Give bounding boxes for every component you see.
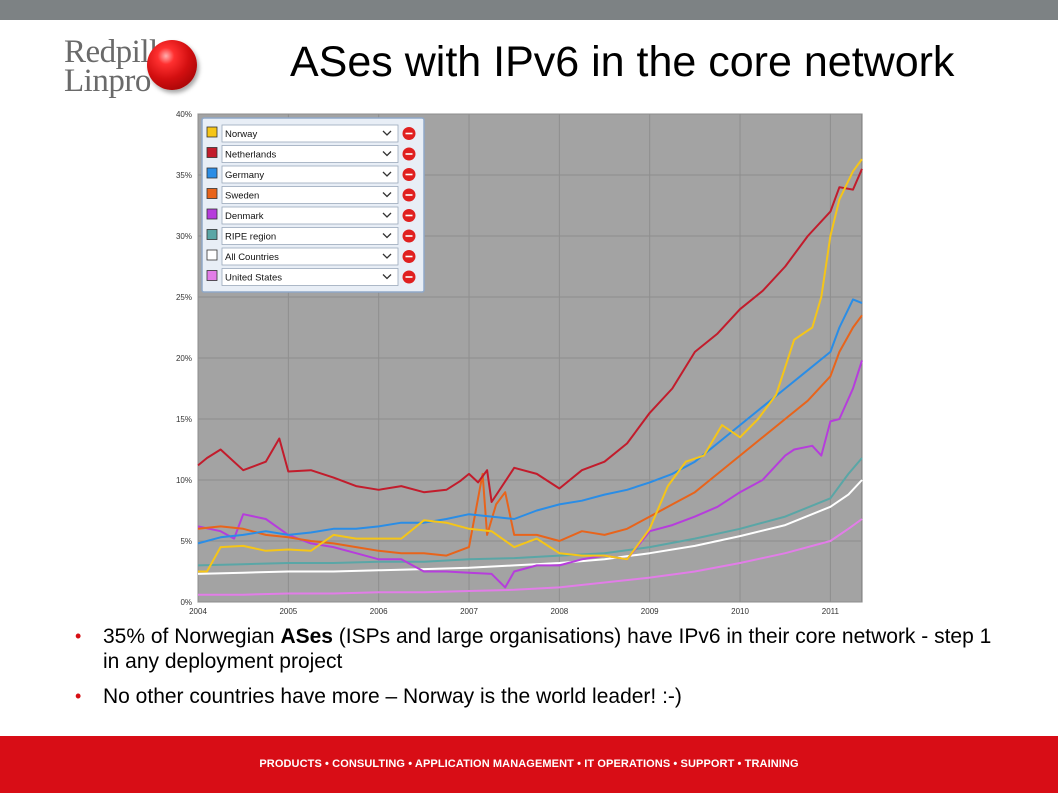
legend-swatch — [206, 167, 218, 179]
series-line-ripe-region — [197, 457, 863, 567]
legend-dropdown — [221, 145, 399, 163]
legend-swatch — [206, 208, 218, 220]
series-line-all-countries — [197, 479, 863, 575]
x-tick-label: 2009 — [641, 607, 659, 616]
logo: Redpill Linpro — [64, 34, 214, 102]
chevron-down-icon — [382, 151, 392, 157]
chevron-down-icon — [382, 253, 392, 259]
bullet-item-2: • No other countries have more – Norway … — [75, 684, 1005, 709]
logo-text-line1: Redpill — [64, 34, 158, 70]
legend-label: All Countries — [225, 252, 279, 263]
x-tick-label: 2006 — [370, 607, 388, 616]
y-tick-label: 35% — [176, 171, 192, 180]
legend-dropdown — [221, 247, 399, 266]
chevron-down-icon — [382, 233, 392, 239]
bullet-1-text-bold: ASes — [280, 625, 333, 648]
x-tick-label: 2011 — [822, 607, 840, 616]
x-tick-label: 2008 — [550, 607, 568, 616]
legend-dropdown — [221, 186, 399, 204]
bullet-2-text: No other countries have more – Norway is… — [103, 685, 682, 708]
series-line-germany — [197, 298, 863, 545]
bullet-dot-icon: • — [75, 626, 82, 646]
logo-text-line2: Linpro — [64, 63, 151, 99]
chevron-down-icon — [382, 192, 392, 198]
x-tick-label: 2007 — [460, 607, 478, 616]
legend-dropdown — [221, 165, 399, 184]
logo-ball-icon — [147, 40, 197, 90]
footer-bar: PRODUCTS • CONSULTING • APPLICATION MANA… — [0, 736, 1058, 793]
y-tick-label: 15% — [176, 415, 192, 424]
bullet-list: • 35% of Norwegian ASes (ISPs and large … — [75, 624, 1005, 719]
legend-dropdown — [221, 268, 399, 286]
chevron-down-icon — [382, 274, 392, 280]
series-line-denmark — [197, 360, 863, 589]
y-tick-label: 10% — [176, 476, 192, 485]
legend-label: Germany — [225, 170, 264, 181]
legend-swatch — [206, 126, 218, 138]
y-tick-label: 0% — [180, 598, 192, 607]
legend-label: Sweden — [225, 191, 259, 202]
bullet-1-text-pre: 35% of Norwegian — [103, 625, 281, 648]
y-tick-label: 25% — [176, 293, 192, 302]
series-line-netherlands — [197, 168, 863, 503]
x-tick-label: 2010 — [731, 607, 749, 616]
legend-label: Denmark — [225, 211, 264, 222]
series-line-sweden — [197, 314, 863, 557]
legend-dropdown — [221, 227, 399, 245]
x-tick-label: 2004 — [189, 607, 207, 616]
y-tick-label: 5% — [180, 537, 192, 546]
legend-swatch — [206, 229, 218, 240]
legend-label: RIPE region — [225, 232, 276, 243]
top-bar — [0, 0, 1058, 20]
slide-title: ASes with IPv6 in the core network — [290, 38, 955, 86]
legend-dropdown — [221, 124, 399, 143]
bullet-dot-icon: • — [75, 686, 82, 706]
y-tick-label: 40% — [176, 110, 192, 119]
y-tick-label: 20% — [176, 354, 192, 363]
legend-swatch — [206, 147, 218, 158]
chevron-down-icon — [382, 130, 392, 136]
chevron-down-icon — [382, 212, 392, 218]
chart: 0% 5% 10% 15% 20% 25% 30% 35% 40% 2004 2005 2006 200… — [160, 106, 872, 618]
series-line-norway — [198, 158, 863, 573]
legend-label: United States — [225, 273, 282, 284]
legend-label: Netherlands — [225, 150, 276, 161]
y-tick-label: 30% — [176, 232, 192, 241]
bullet-1-text-post: (ISPs and large organisations) have IPv6… — [103, 625, 992, 673]
chevron-down-icon — [382, 171, 392, 177]
x-tick-label: 2005 — [279, 607, 297, 616]
legend-swatch — [206, 188, 218, 199]
legend-panel — [201, 117, 425, 293]
legend-swatch — [206, 270, 218, 281]
bullet-item-1: • 35% of Norwegian ASes (ISPs and large … — [75, 624, 1005, 674]
chart-svg: 0% 5% 10% 15% 20% 25% 30% 35% 40% 2004 2005 2006 200… — [176, 110, 863, 616]
legend-label: Norway — [225, 129, 257, 140]
series-line-united-states — [198, 518, 863, 596]
legend-swatch — [206, 249, 218, 261]
legend-dropdown — [221, 206, 399, 225]
